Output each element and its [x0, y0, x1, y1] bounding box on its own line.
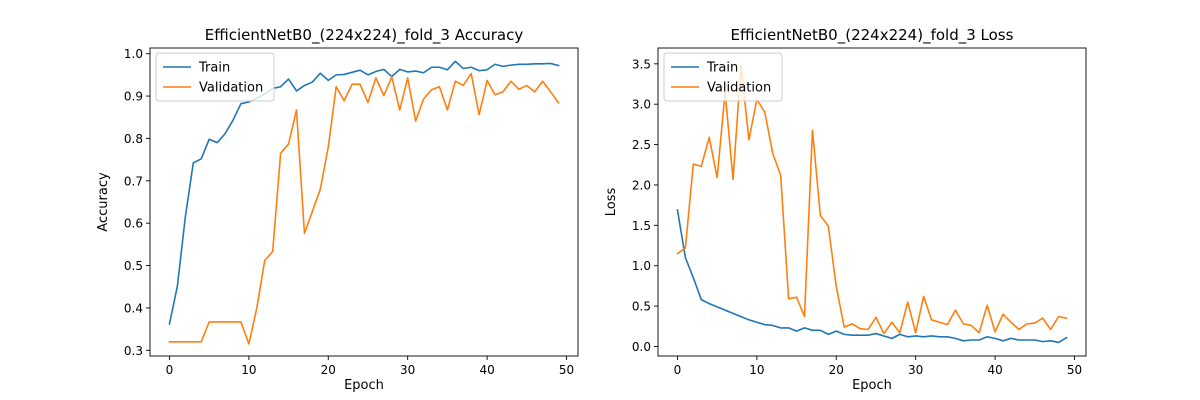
loss-x-tick-label: 10 [749, 363, 764, 377]
loss-y-tick-label: 2.5 [632, 138, 651, 152]
loss-axes-frame [657, 47, 1087, 357]
accuracy-panel: EfficientNetB0_(224x224)_fold_3 Accuracy… [96, 26, 579, 393]
accuracy-y-axis-label: Accuracy [96, 172, 111, 232]
accuracy-x-axis-label: Epoch [344, 378, 384, 393]
loss-y-tick-label: 1.5 [632, 219, 651, 233]
accuracy-legend-label-validation: Validation [199, 81, 263, 96]
accuracy-x-tick-label: 0 [166, 363, 174, 377]
loss-y-tick-label: 3.0 [632, 98, 651, 112]
accuracy-x-tick-label: 20 [321, 363, 336, 377]
loss-x-tick-label: 0 [674, 363, 682, 377]
loss-y-tick-label: 0.5 [632, 300, 651, 314]
loss-y-tick-label: 3.5 [632, 57, 651, 71]
accuracy-y-tick-label: 0.6 [124, 217, 143, 231]
accuracy-series-line-train [168, 60, 560, 325]
loss-x-tick-label: 20 [829, 363, 844, 377]
loss-panel: EfficientNetB0_(224x224)_fold_3 Loss 0 10 2… [604, 26, 1087, 393]
loss-x-tick-label: 50 [1067, 363, 1082, 377]
loss-legend-label-validation: Validation [707, 81, 771, 96]
loss-legend [663, 52, 783, 102]
accuracy-x-tick-label: 10 [241, 363, 256, 377]
accuracy-chart-title: EfficientNetB0_(224x224)_fold_3 Accuracy [205, 26, 524, 45]
loss-chart-title: EfficientNetB0_(224x224)_fold_3 Loss [731, 26, 1014, 45]
accuracy-x-tick-label: 50 [559, 363, 574, 377]
loss-y-axis-label: Loss [604, 188, 619, 217]
accuracy-x-tick-label: 30 [400, 363, 415, 377]
accuracy-y-tick-label: 0.4 [124, 301, 143, 315]
accuracy-y-tick-label: 0.3 [124, 344, 143, 358]
loss-x-axis-label: Epoch [852, 378, 892, 393]
accuracy-axes-frame [149, 47, 579, 357]
loss-legend-label-train: Train [706, 61, 738, 76]
loss-y-tick-label: 2.0 [632, 178, 651, 192]
accuracy-legend-label-train: Train [198, 61, 230, 76]
loss-x-tick-label: 40 [987, 363, 1002, 377]
loss-series-line-train [676, 209, 1068, 344]
accuracy-y-tick-label: 0.5 [124, 259, 143, 273]
accuracy-y-tick-label: 1.0 [124, 47, 143, 61]
accuracy-legend [155, 52, 275, 102]
accuracy-x-tick-label: 40 [479, 363, 494, 377]
accuracy-y-tick-label: 0.7 [124, 174, 143, 188]
loss-x-tick-label: 30 [908, 363, 923, 377]
loss-y-tick-label: 0.0 [632, 340, 651, 354]
loss-y-tick-label: 1.0 [632, 259, 651, 273]
accuracy-y-tick-label: 0.8 [124, 132, 143, 146]
accuracy-y-tick-label: 0.9 [124, 90, 143, 104]
accuracy-series-line-validation [168, 72, 560, 345]
